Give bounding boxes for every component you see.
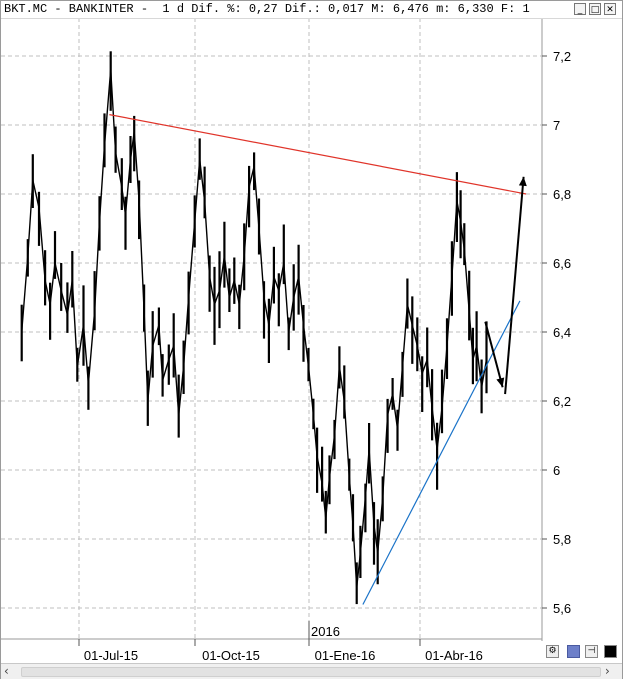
y-tick-label: 6,8	[553, 187, 571, 202]
y-axis-ticks: 7,2 7 6,8 6,6 6,4 6,2 6 5,8 5,6	[542, 49, 571, 616]
x-tick-label: 01-Oct-15	[202, 648, 260, 663]
minimize-icon[interactable]: _	[574, 3, 586, 15]
support-trendline	[362, 300, 521, 605]
y-tick-label: 5,8	[553, 532, 571, 547]
horizontal-scrollbar[interactable]: ‹ ›	[1, 663, 622, 679]
close-icon[interactable]: ✕	[604, 3, 616, 15]
x-tick-label: 01-Jul-15	[84, 648, 138, 663]
y-tick-label: 6,6	[553, 256, 571, 271]
y-tick-label: 5,6	[553, 601, 571, 616]
y-tick-label: 7,2	[553, 49, 571, 64]
x-tick-label: 01-Abr-16	[425, 648, 483, 663]
tools-icon[interactable]: ⚙	[546, 645, 559, 658]
y-tick-label: 6	[553, 463, 560, 478]
x-tick-label: 01-Ene-16	[315, 648, 376, 663]
window-title: BKT.MC - BANKINTER - 1 d Dif. %: 0,27 Di…	[4, 2, 530, 16]
resistance-trendline	[109, 114, 527, 195]
x-axis-ticks: 01-Jul-15 01-Oct-15 01-Ene-16 01-Abr-16 2016	[78, 621, 483, 663]
vertical-gridlines	[78, 18, 421, 639]
y-tick-label: 7	[553, 118, 560, 133]
scroll-right-icon[interactable]: ›	[605, 664, 610, 678]
black-square-icon[interactable]	[604, 645, 617, 658]
price-series	[20, 51, 488, 605]
arrow-down	[484, 321, 504, 388]
save-icon[interactable]	[567, 645, 580, 658]
pin-icon[interactable]: ⊣	[585, 645, 598, 658]
y-tick-label: 6,2	[553, 394, 571, 409]
year-marker-label: 2016	[311, 624, 340, 639]
price-chart[interactable]: 7,2 7 6,8 6,6 6,4 6,2 6 5,8 5,6 01-Jul-15 01-Oct-…	[1, 1, 622, 663]
arrow-down-head	[496, 377, 505, 388]
y-tick-label: 6,4	[553, 325, 571, 340]
arrow-up	[504, 176, 525, 395]
trend-lines	[109, 114, 527, 605]
arrow-up-head	[518, 176, 527, 187]
scroll-left-icon[interactable]: ‹	[4, 664, 9, 678]
title-bar: BKT.MC - BANKINTER - 1 d Dif. %: 0,27 Di…	[1, 1, 622, 19]
maximize-icon[interactable]: □	[589, 3, 601, 15]
scroll-thumb[interactable]	[21, 667, 601, 677]
